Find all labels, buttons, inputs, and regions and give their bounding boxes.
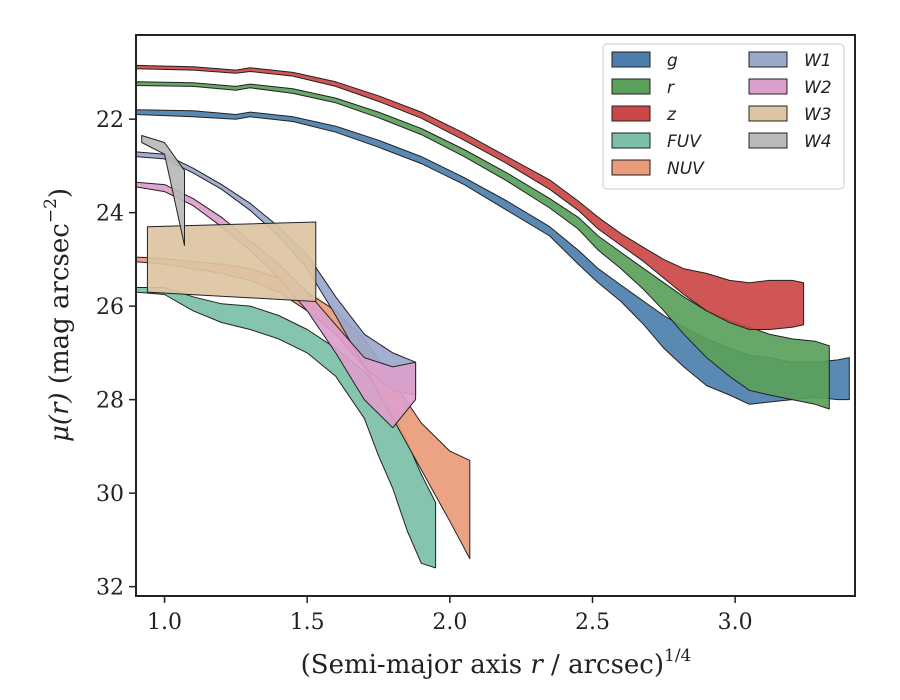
- legend-swatch-g: [611, 51, 651, 68]
- legend-swatch-w4: [748, 132, 788, 149]
- band-r: [136, 81, 830, 410]
- x-tick-label: 1.5: [290, 610, 325, 635]
- legend-swatch-nuv: [611, 159, 651, 176]
- x-tick-label: 2.0: [432, 610, 467, 635]
- y-tick-label: 26: [96, 295, 124, 320]
- x-tick-label: 2.5: [575, 610, 610, 635]
- legend-label-w2: W2: [804, 78, 832, 98]
- legend-label-w4: W4: [804, 132, 832, 152]
- legend-swatch-w1: [748, 51, 788, 68]
- legend-swatch-fuv: [611, 132, 651, 149]
- legend-label-fuv: FUV: [667, 132, 702, 152]
- y-axis-ticks: 22 24 26 28 30 32: [96, 108, 136, 601]
- legend-swatch-w3: [748, 105, 788, 122]
- x-tick-label: 3.0: [718, 610, 753, 635]
- band-z: [136, 64, 805, 330]
- x-axis-ticks: 1.0 1.5 2.0 2.5 3.0: [147, 596, 753, 635]
- band-w3: [146, 221, 317, 302]
- y-tick-label: 22: [96, 108, 124, 133]
- legend-label-w1: W1: [804, 51, 832, 71]
- y-tick-label: 32: [96, 576, 124, 601]
- series-layer: [136, 64, 850, 569]
- legend-swatch-r: [611, 78, 651, 95]
- y-tick-label: 30: [96, 482, 124, 507]
- y-tick-label: 24: [96, 202, 124, 227]
- y-axis-label: μ(r) (mag arcsec−2): [41, 188, 75, 442]
- x-axis-label: (Semi-major axis r / arcsec)1/4: [301, 646, 692, 680]
- legend-swatch-w2: [748, 78, 788, 95]
- band-w4: [141, 135, 185, 246]
- legend: grz FUV NUV W1 W2 W3 W4: [602, 43, 845, 190]
- legend-label-w3: W3: [804, 105, 832, 125]
- legend-label-r: r: [667, 78, 675, 98]
- legend-label-nuv: NUV: [667, 159, 705, 179]
- legend-label-g: g: [667, 51, 678, 71]
- x-tick-label: 1.0: [147, 610, 182, 635]
- legend-label-z: z: [666, 105, 677, 125]
- band-g: [136, 109, 850, 405]
- y-tick-label: 28: [96, 389, 124, 414]
- legend-swatch-z: [611, 105, 651, 122]
- band-fuv: [136, 287, 437, 569]
- plot-frame: [135, 34, 856, 597]
